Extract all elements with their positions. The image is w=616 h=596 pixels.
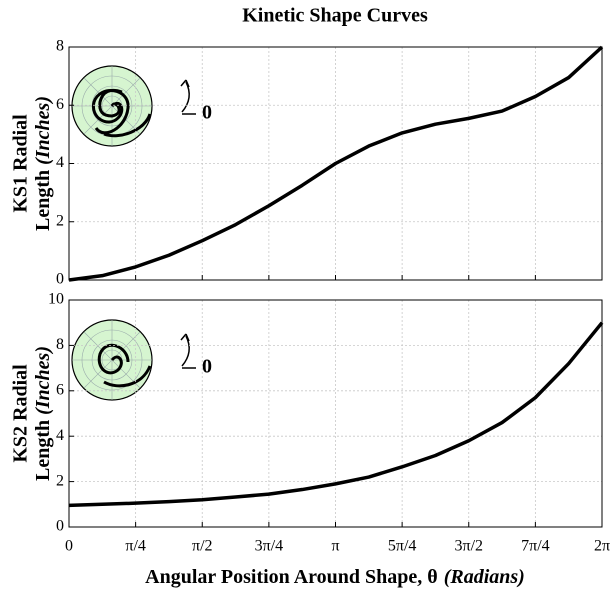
y-axis-label: KS2 Radial xyxy=(10,364,32,463)
y-axis-label: KS1 Radial xyxy=(10,114,32,213)
chart-title: Kinetic Shape Curves xyxy=(242,5,428,27)
x-tick-label: 3π/2 xyxy=(454,538,483,555)
inset-icon xyxy=(71,319,196,401)
inset-label: 0 xyxy=(202,356,212,378)
y-tick-label: 2 xyxy=(56,472,64,489)
y-tick-label: 0 xyxy=(56,518,64,535)
y-tick-label: 10 xyxy=(48,291,64,308)
x-tick-label: 2π xyxy=(594,538,610,555)
data-line xyxy=(68,321,604,508)
x-tick-label: 0 xyxy=(65,538,73,555)
inset-icon xyxy=(71,65,196,147)
inset-label: 0 xyxy=(202,102,212,124)
x-tick-label: π/4 xyxy=(125,538,146,555)
y-axis-unit: (Inches) xyxy=(32,96,54,165)
data-line xyxy=(68,45,604,282)
y-axis-label: Length (Inches) xyxy=(32,96,54,231)
y-tick-label: 8 xyxy=(56,336,64,353)
y-axis-label-text: Length xyxy=(32,420,54,481)
x-tick-label: 3π/4 xyxy=(255,538,284,555)
plot-frame xyxy=(68,46,603,281)
x-axis-label: Angular Position Around Shape, θ (Radians… xyxy=(145,566,525,588)
y-tick-label: 2 xyxy=(56,212,64,229)
x-tick-label: 7π/4 xyxy=(521,538,550,555)
x-tick-label: π xyxy=(331,538,339,555)
x-axis-label-text: Angular Position Around Shape, θ xyxy=(145,566,438,588)
x-tick-label: π/2 xyxy=(192,538,213,555)
x-tick-label: 5π/4 xyxy=(388,538,417,555)
y-axis-unit: (Inches) xyxy=(32,346,54,415)
y-tick-label: 0 xyxy=(56,271,64,288)
y-tick-label: 6 xyxy=(56,96,64,113)
y-axis-label-text: Length xyxy=(32,170,54,231)
x-axis-unit: (Radians) xyxy=(444,566,525,588)
y-tick-label: 6 xyxy=(56,381,64,398)
y-axis-label: Length (Inches) xyxy=(32,346,54,481)
y-tick-label: 4 xyxy=(56,154,64,171)
y-tick-label: 8 xyxy=(56,38,64,55)
y-tick-label: 4 xyxy=(56,427,64,444)
plot-frame xyxy=(68,299,603,528)
